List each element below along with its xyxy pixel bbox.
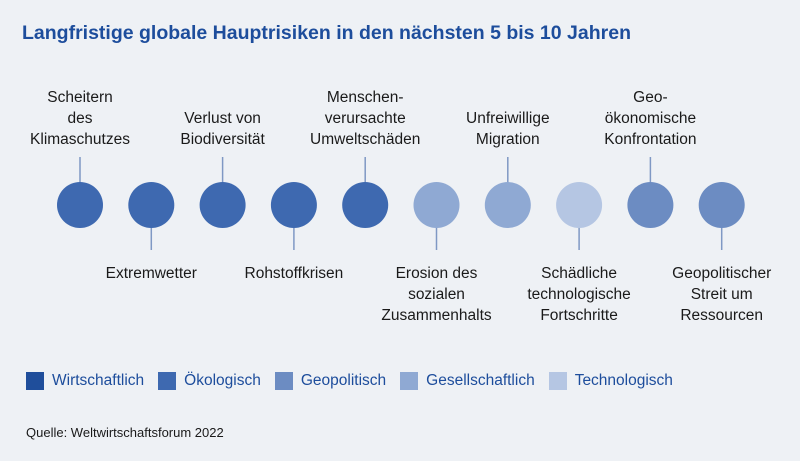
risk-label-line: Zusammenhalts [381, 307, 492, 324]
risk-label-line: Extremwetter [106, 265, 197, 282]
risk-label-line: Biodiversität [180, 131, 265, 148]
risk-circle [627, 182, 674, 228]
risk-label-line: Geopolitischer [672, 265, 771, 282]
risk-node: Geo-ökonomische Konfrontation [604, 89, 697, 228]
legend-swatch [158, 372, 177, 390]
risk-label: Geopolitischer Streit um Ressourcen [672, 265, 771, 324]
risk-circle [413, 182, 460, 228]
risk-label: Unfreiwillige Migration [466, 110, 550, 148]
risk-label-line: ökonomische [605, 110, 696, 127]
risk-label: Schädliche technologische Fortschritte [527, 265, 630, 324]
legend-label: Ökologisch [184, 372, 261, 389]
risk-label-line: Menschen- [327, 89, 404, 106]
risk-circle [199, 182, 246, 228]
risk-node: Menschen-verursachte Umweltschäden [310, 89, 420, 228]
legend-label: Geopolitisch [300, 372, 387, 389]
risk-node: Extremwetter [106, 182, 197, 282]
legend-item-oekologisch: Ökologisch [158, 372, 261, 390]
risk-label: Geo-ökonomische Konfrontation [604, 89, 696, 148]
risk-label-line: Unfreiwillige [466, 110, 550, 127]
risk-node: Erosion des sozialen Zusammenhalts [381, 182, 492, 324]
legend-item-technologisch: Technologisch [548, 372, 673, 390]
risk-label: Verlust von Biodiversität [180, 110, 265, 148]
risk-node: Unfreiwillige Migration [466, 110, 550, 228]
legend-item-geopolitisch: Geopolitisch [274, 372, 387, 390]
risk-label-line: sozialen [408, 286, 465, 303]
risk-circle [270, 182, 317, 228]
risk-label-line: Scheitern [47, 89, 112, 106]
legend: Wirtschaftlich Ökologisch Geopolitisch G… [26, 372, 687, 390]
risk-label-line: Geo- [633, 89, 667, 106]
risk-label-line: Ressourcen [680, 307, 763, 324]
risk-node: Geopolitischer Streit um Ressourcen [672, 182, 771, 324]
risk-label-line: Fortschritte [540, 307, 618, 324]
source-note: Quelle: Weltwirtschaftsforum 2022 [26, 425, 224, 440]
risk-node: Scheitern des Klimaschutzes [30, 89, 130, 228]
legend-item-gesellschaftlich: Gesellschaftlich [400, 372, 535, 390]
risk-circle [342, 182, 389, 228]
risk-label-line: Streit um [691, 286, 753, 303]
risk-label-line: Migration [476, 131, 540, 148]
risk-circle [556, 182, 603, 228]
risk-label: Extremwetter [106, 265, 197, 282]
risk-label: Scheitern des Klimaschutzes [30, 89, 130, 148]
risk-label-line: Erosion des [396, 265, 478, 282]
legend-label: Gesellschaftlich [426, 372, 535, 389]
risk-circle [57, 182, 103, 228]
legend-swatch [26, 372, 44, 390]
risk-label: Menschen-verursachte Umweltschäden [310, 89, 420, 148]
risk-label-line: Verlust von [184, 110, 261, 127]
risk-node: Rohstoffkrisen [245, 182, 344, 282]
risk-node: Verlust von Biodiversität [180, 110, 265, 228]
risk-label: Erosion des sozialen Zusammenhalts [381, 265, 492, 324]
risk-label-line: verursachte [325, 110, 406, 127]
risk-circle [484, 182, 531, 228]
risk-label-line: technologische [527, 286, 630, 303]
chart-title: Langfristige globale Hauptrisiken in den… [22, 22, 631, 44]
risk-label: Rohstoffkrisen [245, 265, 344, 282]
risk-circle [128, 182, 175, 228]
legend-swatch [400, 372, 419, 390]
risk-label-line: Konfrontation [604, 131, 696, 148]
risk-label-line: Schädliche [541, 265, 617, 282]
risk-label-line: Klimaschutzes [30, 131, 130, 148]
risk-circle [698, 182, 745, 228]
legend-swatch [274, 372, 293, 390]
risk-label-line: des [68, 110, 93, 127]
legend-item-wirtschaftlich: Wirtschaftlich [26, 372, 144, 390]
legend-swatch [548, 372, 567, 390]
risk-node: Schädliche technologische Fortschritte [527, 182, 631, 324]
legend-label: Technologisch [574, 372, 673, 389]
legend-label: Wirtschaftlich [52, 372, 145, 389]
risk-label-line: Umweltschäden [310, 131, 420, 148]
risk-label-line: Rohstoffkrisen [245, 265, 344, 282]
